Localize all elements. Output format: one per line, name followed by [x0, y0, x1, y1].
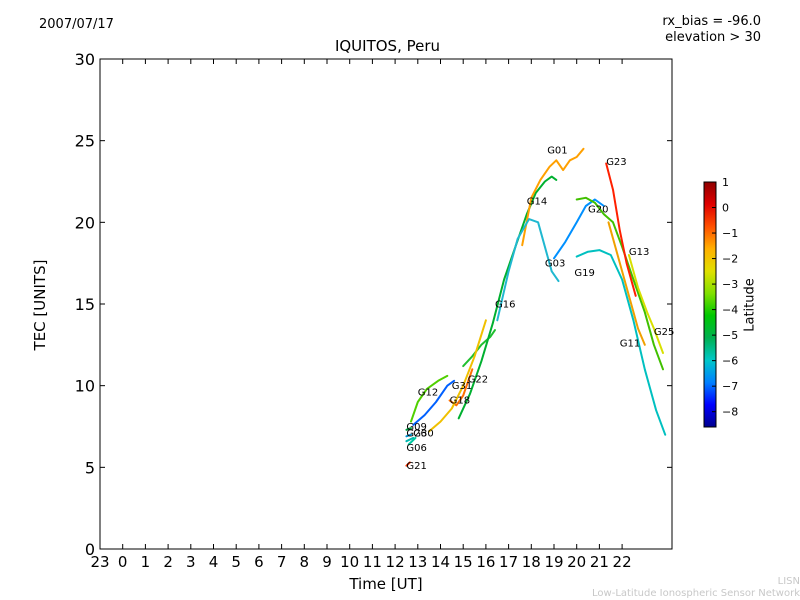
satellite-label-g30: G30 — [413, 428, 433, 439]
series-line-g01 — [521, 147, 585, 247]
x-tick-label: 11 — [363, 553, 382, 571]
series-line-g23 — [605, 162, 637, 297]
satellite-label-g14: G14 — [527, 196, 547, 207]
x-tick-label: 21 — [590, 553, 609, 571]
series-line-g03 — [496, 218, 560, 322]
chart-title: IQUITOS, Peru — [334, 37, 441, 55]
x-tick-label: 19 — [544, 553, 563, 571]
y-tick-label: 15 — [75, 295, 95, 314]
satellite-label-g18: G18 — [450, 396, 470, 407]
colorbar-tick-label: −4 — [722, 304, 738, 317]
series-line-g18 — [448, 368, 474, 407]
series-line-g25 — [627, 254, 664, 354]
y-tick-label: 10 — [75, 377, 95, 396]
satellite-label-g25: G25 — [654, 327, 674, 338]
satellite-label-g03: G03 — [545, 258, 565, 269]
x-axis-label: Time [UT] — [349, 575, 423, 593]
y-tick-label: 0 — [85, 540, 95, 559]
x-tick-label: 5 — [231, 553, 241, 571]
x-tick-label: 9 — [322, 553, 332, 571]
series-layer — [405, 147, 667, 467]
x-tick-label: 17 — [499, 553, 518, 571]
y-tick-label: 20 — [75, 213, 95, 232]
satellite-label-g12: G12 — [418, 388, 438, 399]
x-tick-label: 16 — [476, 553, 495, 571]
y-tick-label: 25 — [75, 132, 95, 151]
series-line-g19 — [553, 198, 605, 260]
elevation-label: elevation > 30 — [665, 30, 761, 45]
x-tick-label: 1 — [141, 553, 151, 571]
x-tick-label: 20 — [567, 553, 586, 571]
series-line-g09 — [405, 427, 412, 431]
satellite-label-g16: G16 — [495, 299, 515, 310]
series-line-g22 — [462, 329, 496, 368]
colorbar-tick-label: −5 — [722, 329, 738, 342]
rx-bias-label: rx_bias = -96.0 — [662, 14, 761, 29]
satellite-label-g26: G26 — [406, 428, 426, 439]
satellite-label-g21: G21 — [406, 461, 426, 472]
series-line-g12 — [410, 374, 449, 423]
satellite-label-g20: G20 — [588, 205, 608, 216]
x-tick-label: 4 — [209, 553, 219, 571]
colorbar-tick-label: −2 — [722, 253, 738, 266]
plot-frame — [99, 58, 673, 550]
series-line-g13 — [607, 221, 646, 346]
x-tick-label: 3 — [186, 553, 196, 571]
x-tick-label: 12 — [386, 553, 405, 571]
satellite-label-g01: G01 — [547, 146, 567, 157]
x-tick-label: 8 — [300, 553, 310, 571]
x-tick-label: 7 — [277, 553, 287, 571]
series-line-g21 — [405, 461, 411, 467]
credit-lisn: LISN — [777, 576, 800, 587]
series-line-g31 — [412, 379, 456, 426]
date-label: 2007/07/17 — [39, 17, 114, 32]
satellite-label-g19: G19 — [574, 268, 594, 279]
y-ticks: 0 5 10 15 20 25 30 — [75, 50, 672, 559]
colorbar-tick-label: −1 — [722, 227, 738, 240]
satellite-label-g31: G31 — [452, 381, 472, 392]
y-tick-label: 5 — [85, 458, 95, 477]
x-tick-label: 13 — [408, 553, 427, 571]
colorbar-tick-label: 1 — [722, 176, 729, 189]
x-ticks: 23 0 1 2 3 4 5 6 7 8 9 10 11 12 13 14 15 16 17 18 19 20 21 22 — [90, 59, 632, 571]
colorbar-tick-label: −8 — [722, 406, 738, 419]
series-line-g30 — [407, 436, 417, 446]
colorbar-tick-label: 0 — [722, 202, 729, 215]
series-line-g20 — [575, 196, 664, 371]
x-tick-label: 22 — [613, 553, 632, 571]
series-line-g11 — [575, 249, 667, 436]
x-tick-label: 2 — [163, 553, 173, 571]
x-tick-label: 6 — [254, 553, 264, 571]
series-line-g06 — [405, 436, 415, 443]
x-tick-label: 15 — [454, 553, 473, 571]
x-tick-label: 0 — [118, 553, 128, 571]
satellite-label-g22: G22 — [468, 374, 488, 385]
x-tick-label: 14 — [431, 553, 450, 571]
x-tick-label: 10 — [340, 553, 359, 571]
x-tick-label: 23 — [90, 553, 109, 571]
series-line-g26 — [405, 433, 412, 438]
colorbar — [703, 181, 717, 428]
colorbar-tick-label: −7 — [722, 380, 738, 393]
x-tick-label: 18 — [522, 553, 541, 571]
colorbar-tick-label: −6 — [722, 355, 738, 368]
y-tick-label: 30 — [75, 50, 95, 69]
series-line-g16 — [428, 319, 487, 433]
satellite-label-g23: G23 — [606, 157, 626, 168]
colorbar-tick-label: −3 — [722, 278, 738, 291]
credit-network: Low-Latitude Ionospheric Sensor Network — [592, 588, 800, 599]
satellite-label-g11: G11 — [620, 339, 640, 350]
colorbar-ticks: 1 0 −1 −2 −3 −4 −5 −6 −7 −8 — [712, 176, 738, 419]
satellite-label-g06: G06 — [406, 443, 426, 454]
satellite-label-g09: G09 — [406, 422, 426, 433]
satellite-label-g13: G13 — [629, 247, 649, 258]
